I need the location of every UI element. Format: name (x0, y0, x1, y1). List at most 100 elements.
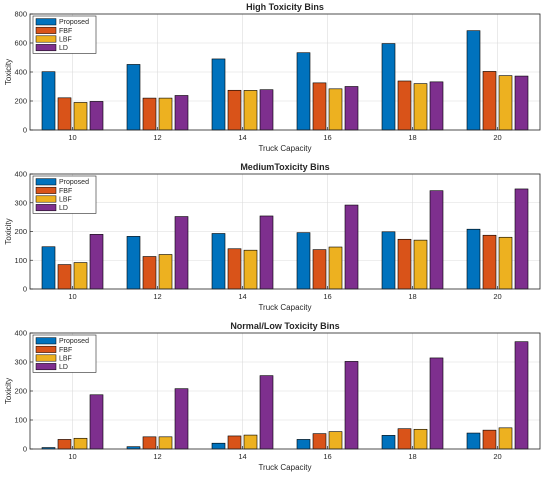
x-tick-label: 20 (493, 133, 501, 142)
legend-entry-proposed: Proposed (59, 179, 89, 186)
chart-title: Normal/Low Toxicity Bins (230, 321, 339, 331)
y-tick-label: 400 (14, 329, 27, 338)
bar-fbf-20 (482, 429, 497, 450)
bar-ld-16 (344, 361, 359, 450)
legend-entry-lbf: LBF (59, 36, 72, 43)
chart-title: MediumToxicity Bins (240, 162, 329, 172)
x-tick-label: 12 (153, 133, 161, 142)
legend-swatch-ld (35, 363, 57, 371)
legend-entry-lbf: LBF (59, 355, 72, 362)
bar-fbf-16 (312, 249, 327, 290)
y-axis-label: Toxicity (4, 378, 13, 404)
bar-proposed-18 (381, 231, 396, 290)
bar-proposed-14 (211, 58, 226, 131)
bar-proposed-20 (466, 432, 481, 450)
bar-lbf-20 (498, 236, 513, 290)
bar-ld-14 (259, 215, 274, 290)
legend-entry-ld: LD (59, 45, 68, 52)
y-tick-label: 0 (23, 126, 27, 135)
x-tick-label: 20 (493, 292, 501, 301)
x-tick-label: 14 (238, 133, 246, 142)
legend-swatch-proposed (35, 18, 57, 26)
bar-proposed-10 (41, 246, 56, 290)
bar-lbf-16 (328, 88, 343, 131)
bar-fbf-18 (397, 80, 412, 131)
bar-ld-20 (514, 341, 529, 450)
y-tick-label: 200 (14, 387, 27, 396)
grid-lines (30, 13, 540, 131)
bar-ld-16 (344, 204, 359, 290)
x-axis-label: Truck Capacity (258, 144, 311, 153)
bar-lbf-14 (243, 90, 258, 131)
x-tick-label: 12 (153, 452, 161, 461)
bar-fbf-14 (227, 435, 242, 450)
legend-swatch-fbf (35, 186, 57, 194)
bar-fbf-10 (57, 97, 72, 131)
bar-proposed-20 (466, 228, 481, 290)
bar-fbf-16 (312, 82, 327, 131)
bar-ld-18 (429, 357, 444, 450)
bar-lbf-10 (73, 437, 88, 450)
bar-lbf-20 (498, 427, 513, 450)
y-tick-label: 400 (14, 68, 27, 77)
bar-ld-20 (514, 188, 529, 290)
bar-proposed-16 (296, 439, 311, 450)
x-tick-label: 10 (68, 452, 76, 461)
bar-fbf-10 (57, 264, 72, 290)
legend-entry-ld: LD (59, 364, 68, 371)
legend-swatch-proposed (35, 178, 57, 186)
x-tick-label: 18 (408, 292, 416, 301)
bar-fbf-10 (57, 439, 72, 450)
x-tick-label: 18 (408, 452, 416, 461)
legend-swatch-fbf (35, 26, 57, 34)
legend-swatch-lbf (35, 354, 57, 362)
bar-lbf-12 (158, 254, 173, 290)
y-tick-label: 200 (14, 227, 27, 236)
bar-fbf-12 (142, 97, 157, 131)
legend-swatch-ld (35, 204, 57, 212)
bar-ld-20 (514, 75, 529, 131)
bar-proposed-18 (381, 43, 396, 131)
y-tick-label: 600 (14, 39, 27, 48)
bar-lbf-12 (158, 97, 173, 131)
bar-fbf-12 (142, 256, 157, 290)
bar-lbf-18 (413, 83, 428, 131)
chart-panel-2: 0 100 200 300 400 10 12 14 16 18 20 MediumToxicity … (4, 162, 541, 312)
bar-lbf-12 (158, 436, 173, 450)
y-tick-label: 300 (14, 198, 27, 207)
legend-entry-lbf: LBF (59, 196, 72, 203)
x-tick-label: 16 (323, 133, 331, 142)
bar-ld-18 (429, 81, 444, 131)
bar-proposed-20 (466, 30, 481, 131)
legend-swatch-proposed (35, 337, 57, 345)
bar-proposed-14 (211, 442, 226, 450)
bar-ld-10 (89, 101, 104, 131)
y-axis-label: Toxicity (4, 59, 13, 85)
bar-lbf-18 (413, 239, 428, 290)
x-axis-label: Truck Capacity (258, 303, 311, 312)
x-tick-label: 14 (238, 292, 246, 301)
x-tick-label: 16 (323, 292, 331, 301)
bar-fbf-20 (482, 71, 497, 131)
y-axis-label: Toxicity (4, 218, 13, 244)
bar-ld-16 (344, 86, 359, 131)
bar-ld-10 (89, 394, 104, 450)
bar-lbf-18 (413, 428, 428, 450)
bar-ld-14 (259, 375, 274, 450)
bar-lbf-16 (328, 431, 343, 450)
bar-proposed-12 (126, 236, 141, 290)
bar-ld-12 (174, 388, 189, 450)
bar-fbf-18 (397, 428, 412, 450)
bar-fbf-20 (482, 234, 497, 290)
x-tick-label: 20 (493, 452, 501, 461)
bar-proposed-18 (381, 435, 396, 450)
bar-lbf-16 (328, 246, 343, 290)
chart-title: High Toxicity Bins (246, 2, 324, 12)
x-tick-label: 16 (323, 452, 331, 461)
chart-panel-3: 0 100 200 300 400 10 12 14 16 18 20 Normal/Low Toxi… (4, 321, 541, 472)
bar-fbf-12 (142, 436, 157, 450)
